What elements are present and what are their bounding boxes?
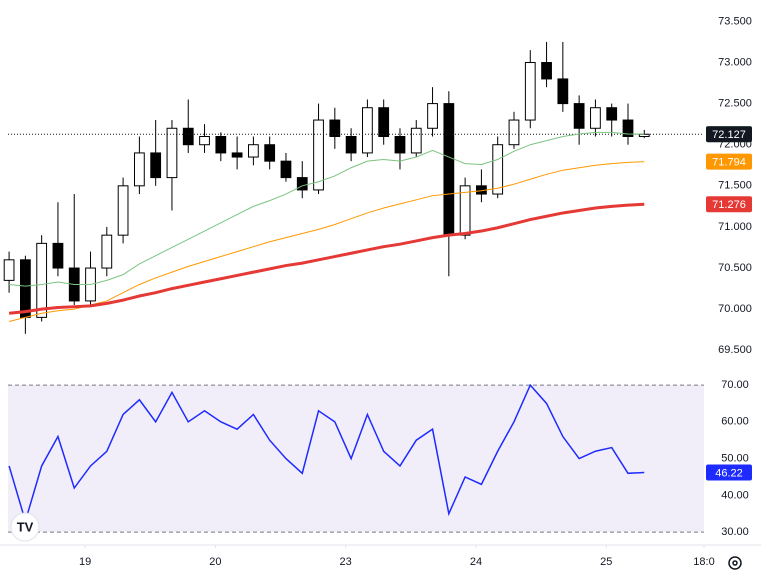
candle-body	[3, 259, 15, 281]
y-tick-label: 69.500	[718, 344, 752, 356]
y-tick-label: 73.000	[718, 56, 752, 68]
price-badge-label: 71.276	[712, 199, 746, 211]
candle-body	[296, 177, 308, 191]
y-tick-label: 40.00	[721, 489, 749, 501]
price-badge-label: 71.794	[712, 157, 746, 169]
candle-body	[459, 185, 471, 236]
candle-body	[101, 234, 113, 269]
y-tick-label: 71.000	[718, 221, 752, 233]
candle-body	[573, 103, 585, 129]
candle-body	[199, 135, 210, 146]
candle-body	[508, 119, 520, 146]
candle-body	[280, 160, 292, 179]
candle-body	[313, 119, 324, 191]
x-tick-label: 23	[340, 556, 352, 568]
candle-body	[362, 107, 373, 154]
candle-body	[36, 242, 48, 318]
y-tick-label: 70.000	[718, 303, 752, 315]
candle-body	[215, 135, 227, 154]
y-tick-label: 60.00	[721, 416, 749, 428]
candle-body	[52, 242, 64, 269]
candle-body	[394, 135, 406, 154]
y-tick-label: 72.500	[718, 98, 752, 110]
candle-body	[19, 259, 31, 318]
series-line	[8, 383, 645, 524]
candle-body	[590, 107, 601, 129]
price-badge	[706, 126, 752, 143]
candle-body	[606, 107, 618, 121]
candle-body	[492, 144, 504, 195]
candle-body	[557, 78, 569, 105]
y-tick-label: 30.00	[721, 526, 749, 538]
series-line	[8, 161, 645, 322]
candle-body	[524, 61, 536, 121]
x-tick-label: 25	[600, 556, 612, 568]
candle-body	[427, 103, 438, 129]
price-badge	[706, 464, 752, 481]
y-tick-label: 70.00	[721, 379, 749, 391]
x-tick-label: 24	[470, 556, 482, 568]
settings-icon[interactable]	[728, 556, 742, 570]
candle-body	[443, 103, 455, 236]
y-tick-label: 73.500	[718, 15, 752, 27]
candle-body	[378, 107, 390, 137]
logo: TV	[10, 512, 40, 542]
candle-body	[231, 152, 243, 158]
y-tick-label: 71.500	[718, 180, 752, 192]
series-line	[8, 202, 645, 315]
y-tick-label: 50.00	[721, 453, 749, 465]
rsi-band	[8, 385, 704, 533]
candle-body	[117, 185, 129, 236]
x-tick-label: 20	[209, 556, 221, 568]
svg-text:TV: TV	[17, 519, 34, 534]
x-tick-label: 18:0	[693, 556, 714, 568]
price-badge-label: 46.22	[715, 467, 743, 479]
price-badge	[706, 153, 752, 170]
candle-body	[133, 152, 145, 187]
y-tick-label: 70.500	[718, 262, 752, 274]
candle-body	[264, 144, 276, 162]
candle-body	[182, 127, 194, 146]
candle-body	[150, 152, 162, 179]
candle-body	[248, 144, 259, 158]
candle-body	[622, 119, 634, 137]
x-tick-label: 19	[79, 556, 91, 568]
candle-body	[166, 127, 178, 179]
candle-body	[329, 119, 341, 137]
candle-body	[345, 135, 357, 154]
price-badge	[706, 196, 752, 213]
candle-body	[410, 127, 422, 154]
candle-body	[541, 61, 552, 80]
price-badge-label: 72.127	[712, 129, 746, 141]
series-line	[9, 131, 645, 287]
